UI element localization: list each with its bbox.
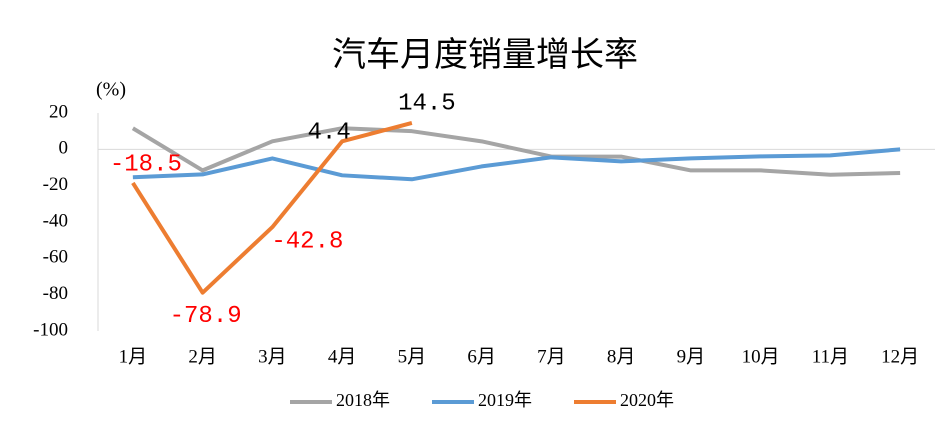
x-tick-label: 1月 (119, 346, 148, 367)
y-tick-label: -20 (43, 174, 68, 195)
y-tick-label: -60 (43, 247, 68, 268)
chart-title: 汽车月度销量增长率 (332, 36, 638, 74)
legend-label: 2019年 (478, 390, 532, 410)
data-label: 4.4 (308, 120, 351, 147)
x-tick-label: 6月 (467, 346, 496, 367)
x-tick-label: 8月 (607, 346, 636, 367)
x-tick-label: 12月 (881, 346, 919, 367)
x-tick-label: 9月 (677, 346, 706, 367)
series-line (131, 126, 901, 177)
data-label: -42.8 (271, 228, 343, 255)
x-tick-label: 4月 (328, 346, 357, 367)
x-tick-label: 7月 (537, 346, 566, 367)
legend-label: 2020年 (620, 390, 674, 410)
y-tick-label: 20 (49, 101, 68, 122)
data-label: -18.5 (110, 151, 182, 178)
y-tick-label: -100 (33, 319, 68, 340)
series-line (132, 147, 901, 182)
legend-label: 2018年 (336, 390, 390, 410)
y-axis-label: (%) (96, 79, 126, 101)
x-tick-label: 3月 (258, 346, 287, 367)
data-label: 14.5 (398, 90, 456, 117)
y-tick-label: -80 (43, 283, 68, 304)
x-tick-label: 5月 (398, 346, 427, 367)
y-tick-label: -40 (43, 210, 68, 231)
x-tick-label: 10月 (742, 346, 780, 367)
data-label: -78.9 (170, 303, 242, 330)
series-line (131, 121, 413, 295)
y-tick-label: 0 (59, 138, 69, 159)
x-tick-label: 2月 (188, 346, 217, 367)
x-tick-label: 11月 (812, 346, 849, 367)
